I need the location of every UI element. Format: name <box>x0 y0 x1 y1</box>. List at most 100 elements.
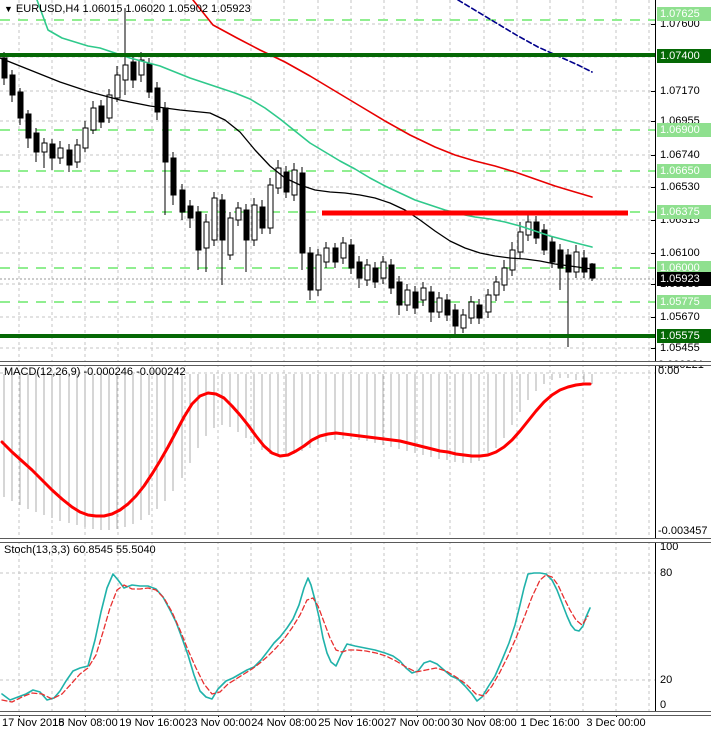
candle-body <box>573 251 580 273</box>
candle-body <box>57 147 64 159</box>
price-label-107625: 1.07625 <box>657 7 711 21</box>
symbol-title-text: EURUSD,H4 1.06015 1.06020 1.05902 1.0592… <box>15 3 251 15</box>
candle-body <box>452 309 459 327</box>
candle-body <box>41 142 48 153</box>
price-label-105455: 1.05455 <box>660 342 700 354</box>
candle-body <box>275 167 282 189</box>
time-label: 23 Nov 00:00 <box>185 717 251 729</box>
chart-shift-triangle-icon: ▼ <box>4 4 13 14</box>
panel-separator-macd[interactable] <box>0 361 711 366</box>
time-label: 24 Nov 08:00 <box>251 717 317 729</box>
candle-body <box>66 149 73 166</box>
price-label-105775: 1.05775 <box>657 295 711 309</box>
candle-body <box>235 207 242 221</box>
candle-body <box>49 143 56 159</box>
candle-body <box>332 247 339 263</box>
price-label-107170: 1.07170 <box>660 85 700 97</box>
candle-body <box>356 261 363 279</box>
symbol-title: ▼ EURUSD,H4 1.06015 1.06020 1.05902 1.059… <box>4 3 251 15</box>
price-tick <box>651 121 656 122</box>
candle-body <box>549 241 556 263</box>
candle-body <box>114 74 121 99</box>
candle-body <box>162 107 169 163</box>
candle-body <box>98 105 105 123</box>
macd-scale-min: -0.003457 <box>658 525 708 537</box>
candle-body <box>565 254 572 273</box>
candle-body <box>195 211 202 251</box>
candle-body <box>299 172 306 254</box>
candle-body <box>146 63 153 93</box>
price-label-107400: 1.07400 <box>657 49 711 63</box>
macd-zero-label: 0.00 <box>658 365 680 377</box>
price-label-106375: 1.06375 <box>657 205 711 219</box>
price-tick <box>651 284 656 285</box>
candle-body <box>501 267 508 286</box>
macd-indicator-label: MACD(12,26,9) -0.000246 -0.000242 <box>4 366 186 378</box>
candle-body <box>493 281 500 296</box>
price-label-106100: 1.06100 <box>660 247 700 259</box>
candle-body <box>307 252 314 291</box>
candle-body <box>412 291 419 309</box>
candle-body <box>476 304 483 319</box>
time-label: 1 Dec 16:00 <box>520 717 580 729</box>
panel-separator-stoch[interactable] <box>0 538 711 543</box>
price-label-105670: 1.05670 <box>660 311 700 323</box>
candle-body <box>581 257 588 273</box>
candle-body <box>541 229 548 251</box>
price-label-106530: 1.06530 <box>660 181 700 193</box>
candle-body <box>243 209 250 241</box>
price-tick <box>651 220 656 221</box>
candle-body <box>509 249 516 271</box>
candle-body <box>557 249 564 269</box>
stoch-k-line <box>1 572 591 702</box>
price-axis-line <box>655 0 656 713</box>
candle-body <box>589 263 596 279</box>
price-label-106740: 1.06740 <box>660 149 700 161</box>
candle-body <box>17 91 24 119</box>
candle-body <box>251 204 258 241</box>
price-tick <box>651 317 656 318</box>
candle-body <box>380 261 387 279</box>
price-label-107600: 1.07600 <box>660 18 700 30</box>
panel-separator-timeaxis <box>0 711 711 716</box>
candle-body <box>170 157 177 196</box>
candle-body <box>33 132 40 153</box>
candle-body <box>468 301 475 319</box>
candle-body <box>179 189 186 213</box>
candle-body <box>219 199 226 241</box>
candle-body <box>9 74 16 96</box>
price-tick <box>651 187 656 188</box>
candle-body <box>444 299 451 316</box>
candle-body <box>404 289 411 306</box>
candle-body <box>428 291 435 313</box>
ma-fast-black <box>0 57 593 270</box>
candle-body <box>436 297 443 313</box>
time-label: 19 Nov 16:00 <box>119 717 185 729</box>
candle-body <box>315 254 322 291</box>
stoch-d-line <box>1 574 589 703</box>
candle-body <box>227 217 234 256</box>
candle-body <box>82 127 89 149</box>
price-tick <box>651 348 656 349</box>
candle-body <box>533 221 540 239</box>
candle-body <box>90 107 97 131</box>
stoch-label-20: 20 <box>660 674 673 686</box>
candle-body <box>267 184 274 229</box>
candle-body <box>323 247 330 263</box>
price-label-106900: 1.06900 <box>657 123 711 137</box>
macd-signal-line <box>0 382 592 518</box>
candle-body <box>138 59 145 76</box>
stoch-label-100: 100 <box>660 541 679 553</box>
price-label-105575: 1.05575 <box>657 329 711 343</box>
time-label: 27 Nov 00:00 <box>384 717 450 729</box>
price-label-106000: 1.06000 <box>657 261 711 275</box>
candle-body <box>283 171 290 193</box>
candle-body <box>396 281 403 306</box>
price-label-106650: 1.06650 <box>657 164 711 178</box>
candle-body <box>388 264 395 289</box>
stoch-indicator-label: Stoch(13,3,3) 60.8545 55.5040 <box>4 544 156 556</box>
candle-body <box>372 267 379 283</box>
candle-body <box>203 221 210 249</box>
